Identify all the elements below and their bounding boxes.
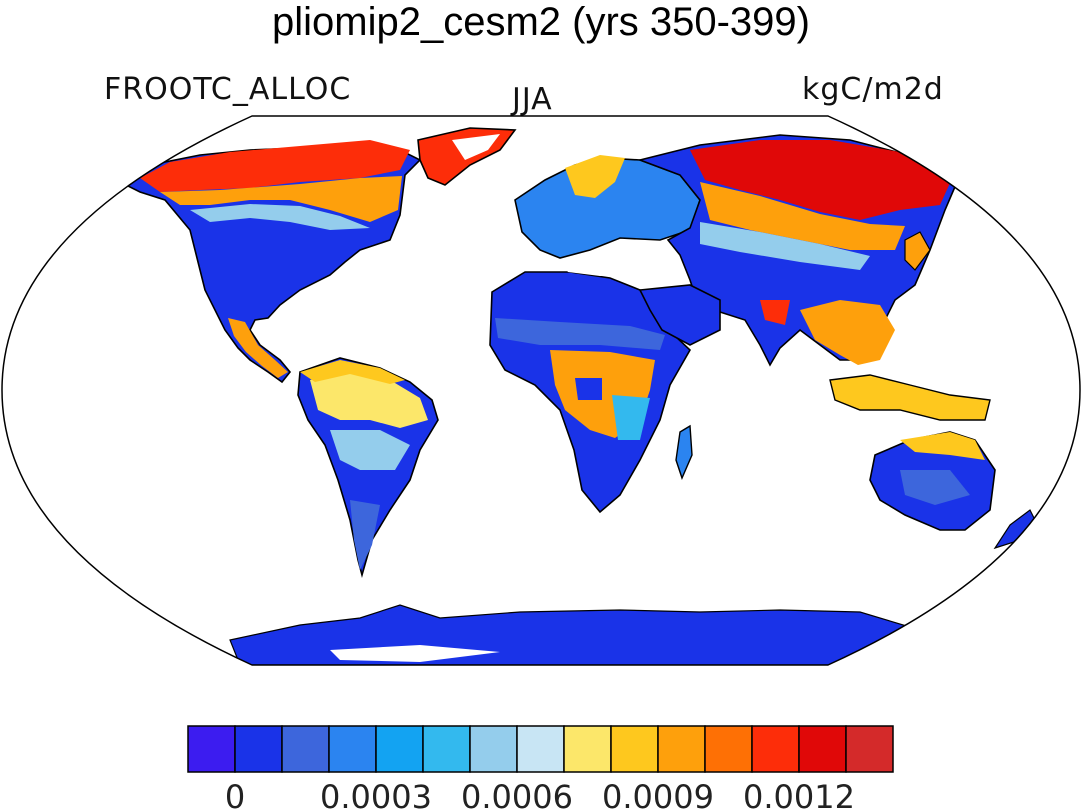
season-label: JJA <box>512 82 553 117</box>
amazon-yellow <box>310 372 428 428</box>
japan-orange <box>904 231 931 271</box>
southeast-asia-orange <box>800 300 895 365</box>
colorbar-swatch <box>704 725 753 773</box>
antarctica-ice-gaps <box>330 645 500 662</box>
maritime-se-asia <box>829 374 991 421</box>
colorbar-swatch <box>657 725 706 773</box>
colorbar-swatch <box>375 725 424 773</box>
south-america-light <box>330 430 410 470</box>
units-label: kgC/m2d <box>802 72 944 107</box>
map-outline <box>1 115 1081 666</box>
colorbar-swatch <box>516 725 565 773</box>
congo-blue <box>575 378 602 400</box>
colorbar: 0 0.0003 0.0006 0.0009 0.0012 <box>187 725 894 812</box>
colorbar-swatch <box>187 725 236 773</box>
madagascar-land <box>675 424 693 480</box>
colorbar-swatch <box>422 725 471 773</box>
colorbar-swatch <box>234 725 283 773</box>
colorbar-tick-label: 0.0009 <box>602 778 714 812</box>
colorbar-swatch <box>328 725 377 773</box>
canada-light-band <box>190 204 370 230</box>
greenland-ice <box>452 134 500 160</box>
siberia-light-band <box>700 222 870 270</box>
india-red-spots <box>760 300 790 325</box>
australia-north-yellow <box>900 432 985 460</box>
plot-title: pliomip2_cesm2 (yrs 350-399) <box>271 0 810 44</box>
east-africa-light <box>612 395 650 440</box>
colorbar-swatch <box>281 725 330 773</box>
colorbar-swatch <box>798 725 847 773</box>
colorbar-tick-label: 0.0012 <box>743 778 855 812</box>
canada-arctic-warm <box>140 140 410 192</box>
colorbar-swatch <box>751 725 800 773</box>
colorbar-tick-label: 0.0006 <box>461 778 573 812</box>
siberia-red <box>690 140 955 220</box>
amazon-orange-rim <box>300 360 405 384</box>
colorbar-tick-label: 0.0003 <box>320 778 432 812</box>
colorbar-swatch <box>563 725 612 773</box>
scandinavia-orange <box>565 155 625 198</box>
sahel-band <box>495 318 665 350</box>
colorbar-swatch <box>610 725 659 773</box>
mediterranean-sea <box>560 256 668 276</box>
patagonia-mid <box>350 500 380 570</box>
canada-orange-band <box>160 176 402 222</box>
central-america-orange <box>228 318 288 378</box>
colorbar-tick-label: 0 <box>225 778 245 812</box>
colorbar-swatch <box>469 725 518 773</box>
australia-interior-mid <box>900 470 970 505</box>
arabia-land <box>638 284 721 346</box>
colorbar-swatch <box>845 725 894 773</box>
variable-label: FROOTC_ALLOC <box>104 72 352 107</box>
siberia-orange-fringe <box>700 182 905 250</box>
